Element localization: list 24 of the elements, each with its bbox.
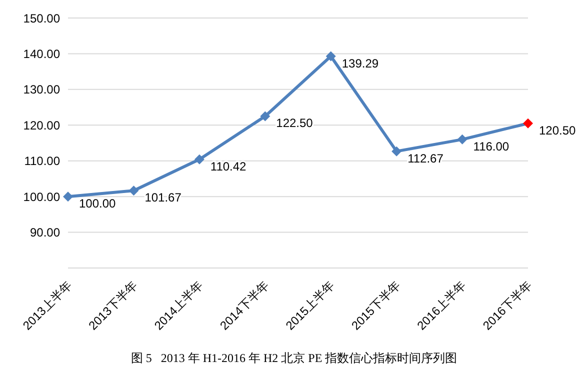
data-label: 112.67 bbox=[408, 151, 444, 166]
y-tick-label: 130.00 bbox=[23, 82, 60, 97]
point bbox=[457, 134, 468, 144]
data-label: 120.50 bbox=[539, 123, 576, 138]
point bbox=[63, 192, 73, 202]
y-tick-label: 90.00 bbox=[30, 226, 60, 240]
data-label: 139.29 bbox=[342, 56, 379, 70]
y-tick-label: 100.00 bbox=[23, 190, 60, 204]
point bbox=[128, 186, 139, 196]
y-tick-label: 150.00 bbox=[23, 11, 60, 26]
data-label: 100.00 bbox=[79, 196, 116, 211]
data-label: 110.42 bbox=[210, 159, 247, 174]
point bbox=[392, 146, 402, 156]
y-tick-label: 140.00 bbox=[23, 46, 60, 61]
point bbox=[194, 154, 204, 164]
point bbox=[260, 111, 270, 122]
y-tick-label: 120.00 bbox=[23, 118, 60, 132]
data-label: 116.00 bbox=[473, 139, 510, 154]
y-tick-label: 110.00 bbox=[24, 154, 60, 168]
point bbox=[523, 118, 533, 128]
caption: 图 5 2013 年 H1-2016 年 H2 北京 PE 指数信心指标时间序列图 bbox=[130, 350, 458, 367]
data-label: 101.67 bbox=[144, 190, 182, 205]
data-label: 122.50 bbox=[276, 116, 314, 130]
point bbox=[326, 51, 336, 62]
